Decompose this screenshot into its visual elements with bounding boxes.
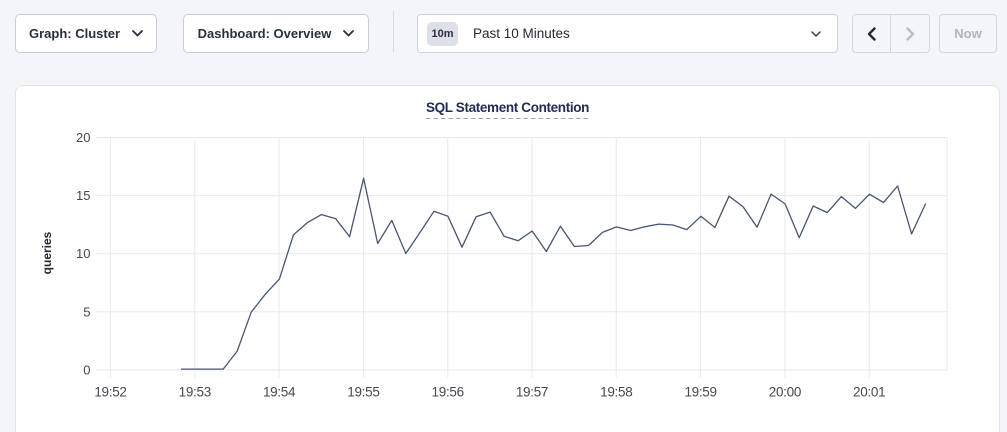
svg-text:0: 0 — [83, 362, 90, 377]
svg-text:20:01: 20:01 — [853, 385, 885, 400]
svg-text:20:00: 20:00 — [769, 385, 801, 400]
svg-text:19:57: 19:57 — [516, 385, 548, 400]
svg-text:19:55: 19:55 — [347, 385, 379, 400]
svg-text:20: 20 — [76, 130, 90, 145]
svg-text:queries: queries — [40, 231, 54, 274]
svg-text:19:56: 19:56 — [432, 385, 464, 400]
svg-text:19:54: 19:54 — [263, 385, 296, 400]
svg-text:19:52: 19:52 — [94, 385, 126, 400]
svg-text:5: 5 — [83, 304, 90, 319]
svg-text:10: 10 — [76, 246, 90, 261]
svg-text:19:53: 19:53 — [179, 385, 211, 400]
svg-text:15: 15 — [76, 188, 90, 203]
svg-text:19:58: 19:58 — [600, 385, 632, 400]
svg-text:19:59: 19:59 — [684, 385, 716, 400]
